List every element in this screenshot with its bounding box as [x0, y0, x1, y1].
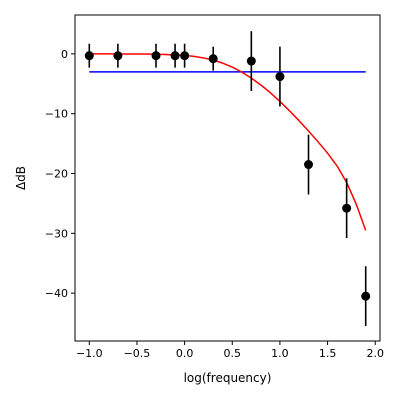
y-tick-label: −40	[45, 287, 68, 300]
data-point	[113, 51, 123, 61]
x-tick-label: 1.0	[271, 347, 289, 360]
data-point	[342, 203, 352, 213]
data-point	[151, 51, 161, 61]
x-tick-label: −0.5	[124, 347, 151, 360]
plot-area	[84, 31, 371, 327]
plot-frame	[74, 14, 381, 342]
y-axis-ticks: 0 −10 −20 −30 −40	[45, 48, 75, 300]
data-point	[170, 51, 180, 61]
data-point	[246, 56, 256, 66]
y-tick-label: −10	[45, 108, 68, 121]
fit-curve-line	[89, 53, 367, 231]
data-point	[275, 72, 285, 82]
x-tick-label: 0.0	[176, 347, 194, 360]
data-point	[180, 51, 190, 61]
x-tick-label: 2.0	[366, 347, 384, 360]
x-tick-label: 0.5	[224, 347, 242, 360]
y-tick-label: −30	[45, 227, 68, 240]
x-axis-label: log(frequency)	[184, 371, 272, 385]
data-point	[361, 291, 371, 301]
data-point	[304, 160, 314, 170]
data-point	[208, 54, 218, 64]
y-tick-label: −20	[45, 168, 68, 181]
y-axis-label: ΔdB	[14, 166, 28, 190]
y-tick-label: 0	[61, 48, 68, 61]
x-tick-label: −1.0	[76, 347, 103, 360]
x-tick-label: 1.5	[319, 347, 337, 360]
x-axis-ticks: −1.0 −0.5 0.0 0.5 1.0 1.5 2.0	[76, 341, 384, 360]
data-point	[84, 51, 94, 61]
